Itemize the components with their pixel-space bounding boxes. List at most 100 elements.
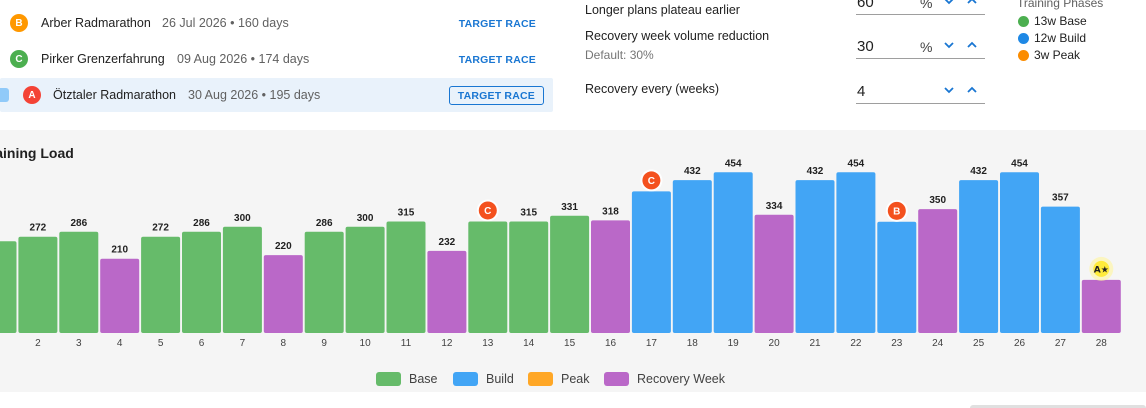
bar-week-2[interactable]: [18, 236, 58, 333]
legend-peak[interactable]: Peak: [528, 371, 590, 387]
recovery-reduction-label: Recovery week volume reduction: [585, 29, 770, 43]
bar-week-17[interactable]: [631, 191, 671, 333]
bar-week-4[interactable]: [100, 258, 140, 333]
race-row-oetztaler[interactable]: A Ötztaler Radmarathon 30 Aug 2026 • 195…: [0, 78, 553, 112]
legend-label: Peak: [561, 372, 590, 386]
race-row-arber[interactable]: B Arber Radmarathon 26 Jul 2026 • 160 da…: [0, 6, 553, 40]
chevron-up-icon[interactable]: [964, 37, 980, 53]
selected-checkbox[interactable]: [0, 88, 9, 102]
bar-week-28[interactable]: [1081, 279, 1121, 333]
bar-week-26[interactable]: [1000, 172, 1039, 333]
race-name: Pirker Grenzerfahrung: [41, 52, 165, 66]
bar-value-label: 318: [602, 206, 619, 217]
legend-build[interactable]: Build: [453, 371, 514, 387]
bar-week-19[interactable]: [713, 172, 753, 333]
x-tick-label: 28: [1096, 338, 1108, 349]
x-tick-label: 3: [76, 338, 82, 349]
x-tick-label: 17: [646, 338, 658, 349]
bar-value-label: 432: [970, 166, 987, 177]
x-tick-label: 10: [360, 338, 372, 349]
chevron-down-icon[interactable]: [941, 37, 957, 53]
bar-week-18[interactable]: [672, 180, 712, 333]
bar-week-9[interactable]: [304, 231, 344, 333]
x-tick-label: 25: [973, 338, 985, 349]
race-marker-a[interactable]: [1093, 260, 1110, 277]
bar-week-11[interactable]: [386, 221, 426, 334]
recovery-reduction-default: Default: 30%: [585, 48, 654, 62]
x-tick-label: 6: [199, 338, 205, 349]
plateau-field[interactable]: 60 %: [856, 0, 985, 15]
x-tick-label: 21: [809, 338, 821, 349]
recovery-reduction-field[interactable]: 30 %: [856, 35, 985, 59]
bar-week-23[interactable]: [877, 221, 917, 333]
bar-value-label: 357: [1052, 193, 1069, 204]
x-tick-label: 2: [35, 338, 41, 349]
race-marker-c[interactable]: [642, 171, 661, 190]
chevron-up-icon[interactable]: [964, 0, 980, 9]
x-tick-label: 7: [240, 338, 246, 349]
x-tick-label: 4: [117, 338, 123, 349]
recovery-every-field[interactable]: 4: [856, 80, 985, 104]
dot-icon: [1018, 49, 1029, 61]
bar-week-15[interactable]: [550, 215, 590, 333]
legend-swatch: [528, 372, 553, 386]
x-tick-label: 11: [401, 338, 412, 349]
bar-week-21[interactable]: [795, 180, 835, 333]
bar-value-label: 286: [70, 218, 87, 229]
x-tick-label: 18: [687, 338, 699, 349]
bar-week-22[interactable]: [836, 172, 876, 333]
race-meta: 09 Aug 2026 • 174 days: [177, 52, 310, 66]
bar-week-6[interactable]: [182, 231, 221, 333]
race-name: Arber Radmarathon: [41, 16, 151, 30]
bar-value-label: 300: [234, 213, 251, 224]
x-tick-label: 26: [1014, 338, 1026, 349]
bar-week-12[interactable]: [427, 250, 467, 333]
training-load-title: Training Load: [0, 145, 74, 161]
bar-week-7[interactable]: [222, 226, 262, 333]
bar-week-24[interactable]: [918, 209, 958, 333]
legend-recovery-week[interactable]: Recovery Week: [604, 371, 725, 387]
bar-week-8[interactable]: [263, 255, 303, 333]
bar-week-20[interactable]: [754, 214, 794, 333]
dot-icon: [1018, 32, 1029, 44]
bar-week-14[interactable]: [509, 221, 549, 334]
field-value: 30: [857, 38, 874, 55]
bar-week-25[interactable]: [959, 180, 999, 333]
bar-value-label: 350: [929, 195, 946, 206]
recovery-every-label: Recovery every (weeks): [585, 82, 720, 96]
race-marker-label: A★: [1094, 265, 1109, 275]
race-marker-c[interactable]: [478, 201, 497, 220]
chevron-up-icon[interactable]: [964, 82, 980, 98]
field-value: 60: [857, 0, 874, 11]
bar-week-3[interactable]: [59, 231, 99, 333]
bar-value-label: 300: [357, 213, 374, 224]
bottom-card-edge: [970, 405, 1146, 408]
bar-week-27[interactable]: [1040, 206, 1080, 333]
target-race-button[interactable]: TARGET RACE: [458, 18, 536, 30]
chevron-down-icon[interactable]: [941, 0, 957, 9]
x-tick-label: 23: [891, 338, 903, 349]
phase-base: 13w Base: [1018, 14, 1087, 28]
race-row-pirker[interactable]: C Pirker Grenzerfahrung 09 Aug 2026 • 17…: [0, 42, 553, 76]
target-race-button[interactable]: TARGET RACE: [458, 54, 536, 66]
field-value: 4: [857, 83, 866, 100]
training-load-panel: 9272228632104272528663007220828693001031…: [0, 130, 1146, 392]
bar-week-16[interactable]: [591, 220, 630, 333]
race-meta: 26 Jul 2026 • 160 days: [162, 16, 289, 30]
legend-label: Base: [409, 372, 438, 386]
bar-value-label: 334: [766, 201, 783, 212]
bar-week-13[interactable]: [468, 221, 508, 334]
priority-badge: B: [10, 14, 28, 32]
bar-value-label: 272: [30, 223, 47, 234]
legend-base[interactable]: Base: [376, 371, 438, 387]
training-load-chart: 9272228632104272528663007220828693001031…: [0, 158, 1121, 349]
chevron-down-icon[interactable]: [941, 82, 957, 98]
bar-week-5[interactable]: [141, 236, 181, 333]
x-tick-label: 5: [158, 338, 164, 349]
bar-week-10[interactable]: [345, 226, 385, 333]
bar-week-1[interactable]: [0, 241, 17, 333]
legend-label: Build: [486, 372, 514, 386]
race-marker-b[interactable]: [887, 201, 906, 220]
target-race-button[interactable]: TARGET RACE: [448, 86, 544, 105]
unit-label: %: [920, 0, 933, 11]
